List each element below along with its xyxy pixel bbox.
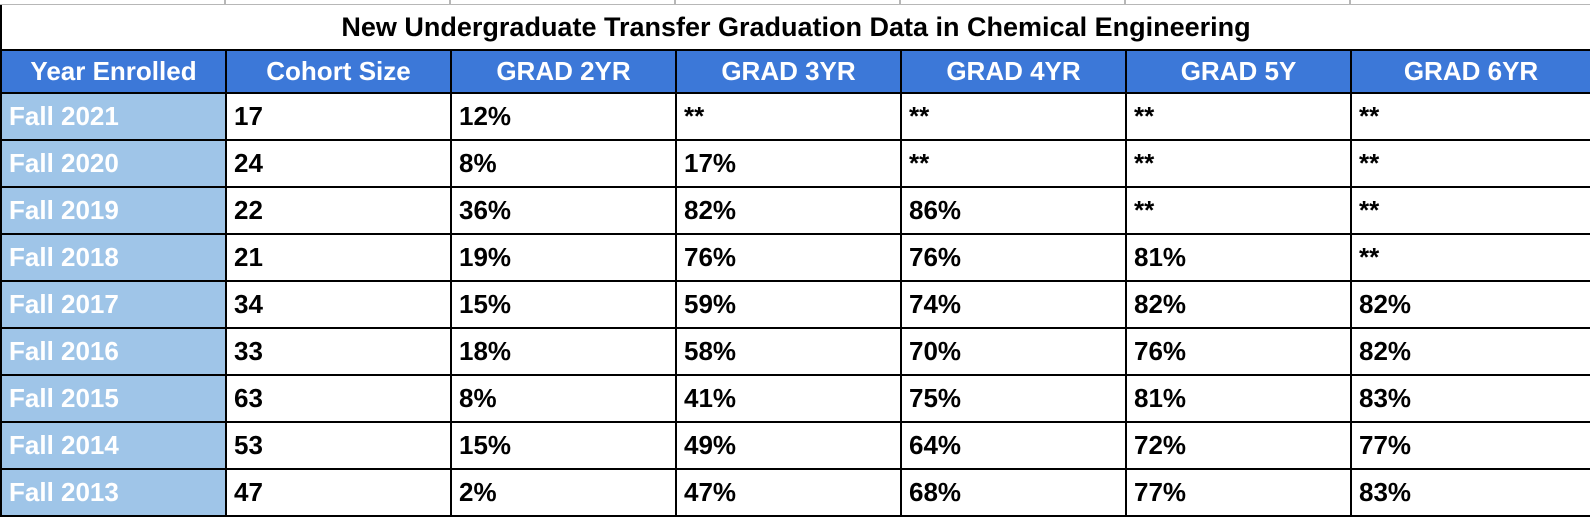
sheet-column-gridline	[224, 0, 226, 4]
data-cell[interactable]: 8%	[450, 139, 677, 188]
data-cell[interactable]: 36%	[450, 186, 677, 235]
data-cell[interactable]: 86%	[900, 186, 1127, 235]
data-cell[interactable]: 47	[225, 468, 452, 517]
data-cell[interactable]: **	[675, 92, 902, 141]
year-enrolled-cell[interactable]: Fall 2020	[0, 139, 227, 188]
data-cell[interactable]: **	[1125, 186, 1352, 235]
data-cell[interactable]: 24	[225, 139, 452, 188]
data-cell[interactable]: 15%	[450, 421, 677, 470]
year-enrolled-cell[interactable]: Fall 2015	[0, 374, 227, 423]
column-header-0[interactable]: Year Enrolled	[0, 49, 227, 94]
data-cell[interactable]: **	[1125, 92, 1352, 141]
table-row: Fall 2018 21 19% 76% 76% 81% **	[0, 233, 1590, 282]
data-cell[interactable]: 72%	[1125, 421, 1352, 470]
data-cell[interactable]: 59%	[675, 280, 902, 329]
data-cell[interactable]: 34	[225, 280, 452, 329]
title-row: New Undergraduate Transfer Graduation Da…	[0, 5, 1590, 51]
data-cell[interactable]: 22	[225, 186, 452, 235]
sheet-column-gridline	[449, 0, 451, 4]
data-cell[interactable]: 49%	[675, 421, 902, 470]
table-row: Fall 2014 53 15% 49% 64% 72% 77%	[0, 421, 1590, 470]
data-cell[interactable]: 76%	[675, 233, 902, 282]
data-cell[interactable]: 77%	[1349, 421, 1590, 470]
year-enrolled-cell[interactable]: Fall 2017	[0, 280, 227, 329]
data-cell[interactable]: **	[1349, 139, 1590, 188]
data-cell[interactable]: 64%	[900, 421, 1127, 470]
data-cell[interactable]: 83%	[1349, 374, 1590, 423]
column-header-4[interactable]: GRAD 4YR	[900, 49, 1127, 94]
year-enrolled-cell[interactable]: Fall 2016	[0, 327, 227, 376]
data-cell[interactable]: 58%	[675, 327, 902, 376]
data-cell[interactable]: 41%	[675, 374, 902, 423]
data-cell[interactable]: 77%	[1125, 468, 1352, 517]
data-cell[interactable]: **	[1349, 92, 1590, 141]
column-header-3[interactable]: GRAD 3YR	[675, 49, 902, 94]
sheet-column-gridline	[899, 0, 901, 4]
data-cell[interactable]: **	[1349, 233, 1590, 282]
data-cell[interactable]: 82%	[675, 186, 902, 235]
data-cell[interactable]: 81%	[1125, 233, 1352, 282]
data-cell[interactable]: 63	[225, 374, 452, 423]
data-cell[interactable]: 21	[225, 233, 452, 282]
data-cell[interactable]: 33	[225, 327, 452, 376]
data-cell[interactable]: 82%	[1125, 280, 1352, 329]
data-cell[interactable]: 17	[225, 92, 452, 141]
data-cell[interactable]: 76%	[900, 233, 1127, 282]
table-row: Fall 2019 22 36% 82% 86% ** **	[0, 186, 1590, 235]
data-cell[interactable]: **	[1349, 186, 1590, 235]
data-cell[interactable]: 68%	[900, 468, 1127, 517]
data-cell[interactable]: 75%	[900, 374, 1127, 423]
year-enrolled-cell[interactable]: Fall 2014	[0, 421, 227, 470]
data-cell[interactable]: **	[1125, 139, 1352, 188]
column-header-2[interactable]: GRAD 2YR	[450, 49, 677, 94]
data-cell[interactable]: 19%	[450, 233, 677, 282]
column-header-6[interactable]: GRAD 6YR	[1349, 49, 1590, 94]
sheet-column-gridline	[1124, 0, 1126, 4]
data-cell[interactable]: 15%	[450, 280, 677, 329]
year-enrolled-cell[interactable]: Fall 2013	[0, 468, 227, 517]
year-enrolled-cell[interactable]: Fall 2018	[0, 233, 227, 282]
data-cell[interactable]: 12%	[450, 92, 677, 141]
column-header-5[interactable]: GRAD 5Y	[1125, 49, 1352, 94]
data-cell[interactable]: 53	[225, 421, 452, 470]
data-cell[interactable]: 83%	[1349, 468, 1590, 517]
column-header-row: Year Enrolled Cohort Size GRAD 2YR GRAD 3YR…	[0, 49, 1590, 94]
data-cell[interactable]: 76%	[1125, 327, 1352, 376]
data-cell[interactable]: 18%	[450, 327, 677, 376]
data-cell[interactable]: 47%	[675, 468, 902, 517]
data-cell[interactable]: 8%	[450, 374, 677, 423]
table-row: Fall 2021 17 12% ** ** ** **	[0, 92, 1590, 141]
data-cell[interactable]: 81%	[1125, 374, 1352, 423]
column-header-1[interactable]: Cohort Size	[225, 49, 452, 94]
data-cell[interactable]: 74%	[900, 280, 1127, 329]
graduation-table: New Undergraduate Transfer Graduation Da…	[0, 5, 1590, 517]
table-row: Fall 2017 34 15% 59% 74% 82% 82%	[0, 280, 1590, 329]
data-cell[interactable]: 2%	[450, 468, 677, 517]
sheet-column-gridline	[674, 0, 676, 4]
data-cell[interactable]: 70%	[900, 327, 1127, 376]
data-cell[interactable]: 82%	[1349, 280, 1590, 329]
data-cell[interactable]: 82%	[1349, 327, 1590, 376]
data-cell[interactable]: 17%	[675, 139, 902, 188]
data-cell[interactable]: **	[900, 139, 1127, 188]
sheet-column-gridline	[1349, 0, 1351, 4]
year-enrolled-cell[interactable]: Fall 2019	[0, 186, 227, 235]
table-title[interactable]: New Undergraduate Transfer Graduation Da…	[0, 5, 1590, 51]
table-row: Fall 2013 47 2% 47% 68% 77% 83%	[0, 468, 1590, 517]
table-row: Fall 2016 33 18% 58% 70% 76% 82%	[0, 327, 1590, 376]
table-row: Fall 2015 63 8% 41% 75% 81% 83%	[0, 374, 1590, 423]
year-enrolled-cell[interactable]: Fall 2021	[0, 92, 227, 141]
table-row: Fall 2020 24 8% 17% ** ** **	[0, 139, 1590, 188]
data-cell[interactable]: **	[900, 92, 1127, 141]
sheet-gridline-strip	[0, 0, 1590, 5]
